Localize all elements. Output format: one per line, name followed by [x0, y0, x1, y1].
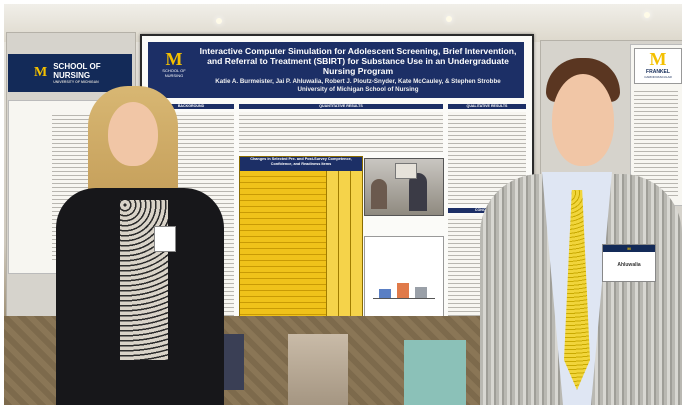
poster-photo-person: [409, 173, 427, 211]
left-presenter-face: [108, 102, 158, 166]
ceiling-light: [216, 18, 222, 24]
poster-header: M SCHOOL OF NURSING Interactive Computer…: [148, 42, 524, 98]
right-badge-header: M: [603, 245, 655, 252]
section-header-background: BACKGROUND: [148, 104, 234, 109]
poster-bar-chart: [364, 236, 444, 322]
poster-logo-mark: M: [165, 49, 183, 69]
background-person-legs: [224, 334, 244, 390]
left-banner-sublabel: UNIVERSITY OF MICHIGAN: [53, 80, 99, 84]
left-presenter-blouse: [120, 200, 168, 360]
ceiling-light: [446, 16, 452, 22]
right-presenter-name-badge: M Ahluwalia: [602, 244, 656, 282]
poster-logo: M SCHOOL OF NURSING: [154, 50, 194, 78]
quantitative-text: [239, 112, 443, 152]
section-header-quantitative: QUANTITATIVE RESULTS: [239, 104, 443, 109]
poster-title: Interactive Computer Simulation for Adol…: [199, 46, 517, 76]
poster-authors: Katie A. Burmeister, Jai P. Ahluwalia, R…: [215, 78, 501, 85]
poster-logo-sub: SCHOOL OF NURSING: [162, 68, 186, 78]
poster-chart-bar: [397, 283, 409, 299]
poster-photo: [364, 158, 444, 216]
results-table-title: Changes in Selected Pre- and Post-Survey…: [240, 157, 362, 171]
background-person: [288, 334, 348, 405]
right-banner-label: FRANKEL: [646, 69, 670, 75]
results-table-column: [350, 171, 362, 339]
results-table-column: [338, 171, 350, 339]
right-presenter-face: [552, 74, 614, 166]
poster-authors-block: Katie A. Burmeister, Jai P. Ahluwalia, R…: [198, 78, 518, 93]
right-banner-sublabel: CARDIOVASCULAR: [644, 75, 672, 79]
poster-photo-person: [371, 179, 387, 209]
left-banner: M SCHOOL OF NURSING UNIVERSITY OF MICHIG…: [8, 54, 132, 92]
right-badge-name: Ahluwalia: [617, 262, 641, 268]
right-banner-logo: M: [649, 49, 667, 69]
results-table-column: [326, 171, 338, 339]
poster-chart-bar: [415, 287, 427, 299]
right-banner: M FRANKEL CARDIOVASCULAR: [634, 48, 682, 84]
left-presenter-name-badge: [154, 226, 176, 252]
section-header-qualitative: QUALITATIVE RESULTS: [448, 104, 526, 109]
results-table: Changes in Selected Pre- and Post-Survey…: [239, 156, 363, 340]
photo: M SCHOOL OF NURSING UNIVERSITY OF MICHIG…: [4, 4, 682, 405]
poster-photo-screen: [395, 163, 417, 179]
background-person: [404, 340, 466, 405]
ceiling-light: [644, 12, 650, 18]
poster-institution: University of Michigan School of Nursing: [297, 85, 419, 93]
left-banner-label: SCHOOL OF NURSING: [53, 62, 101, 80]
left-banner-logo: M: [34, 65, 48, 80]
poster-chart-axis: [373, 298, 435, 299]
poster-chart-bar: [379, 289, 391, 299]
